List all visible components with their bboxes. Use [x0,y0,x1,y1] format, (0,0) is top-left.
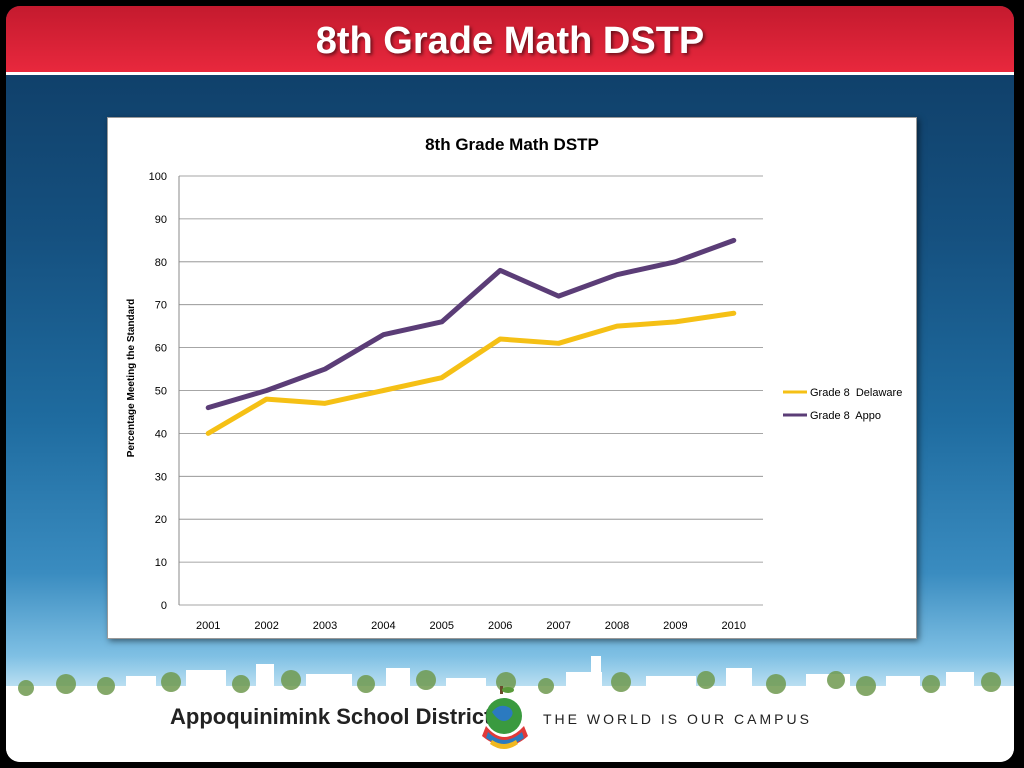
legend-label: Grade 8 Appo [810,410,881,422]
series-line-appo [205,237,737,411]
x-tick-label: 2003 [313,620,337,632]
y-tick-label: 90 [155,214,167,226]
series-line-delaware [205,310,737,436]
x-tick-label: 2007 [546,620,570,632]
legend-label: Grade 8 Delaware [810,387,902,399]
x-tick-label: 2001 [196,620,220,632]
x-tick-label: 2010 [722,620,746,632]
slide-title: 8th Grade Math DSTP [315,20,705,62]
district-name: Appoquinimink School District [170,704,492,729]
axes: 0 10 20 30 40 50 60 70 80 90 100 2001 2002 2003 2004 20… [149,171,746,632]
legend: Grade 8 Delaware Grade 8 Appo [783,387,902,422]
y-tick-label: 50 [155,386,167,398]
y-tick-label: 80 [155,257,167,269]
y-tick-label: 20 [155,514,167,526]
district-logo-icon [482,686,528,749]
x-tick-label: 2004 [371,620,395,632]
y-axis-label: Percentage Meeting the Standard [126,299,137,457]
city-skyline-graphic [6,656,1014,706]
chart-panel: 8th Grade Math DSTP Percentage Meeting t… [107,117,917,639]
gridlines [179,175,763,606]
x-tick-label: 2005 [430,620,454,632]
y-tick-label: 30 [155,471,167,483]
chart-title: 8th Grade Math DSTP [425,135,599,154]
y-tick-label: 0 [161,600,167,612]
y-tick-label: 10 [155,557,167,569]
x-tick-label: 2009 [663,620,687,632]
slide-header [6,6,1014,75]
x-tick-label: 2002 [254,620,278,632]
line-chart: 8th Grade Math DSTP Percentage Meeting t… [126,135,902,632]
y-tick-label: 70 [155,300,167,312]
y-tick-label: 40 [155,428,167,440]
x-tick-label: 2008 [605,620,629,632]
slide: 8th Grade Math DSTP 8th Grade Math DSTP … [6,6,1014,762]
series-lines [205,237,737,436]
y-tick-label: 100 [149,171,167,183]
tagline: THE WORLD IS OUR CAMPUS [543,711,812,727]
y-tick-label: 60 [155,343,167,355]
x-tick-label: 2006 [488,620,512,632]
